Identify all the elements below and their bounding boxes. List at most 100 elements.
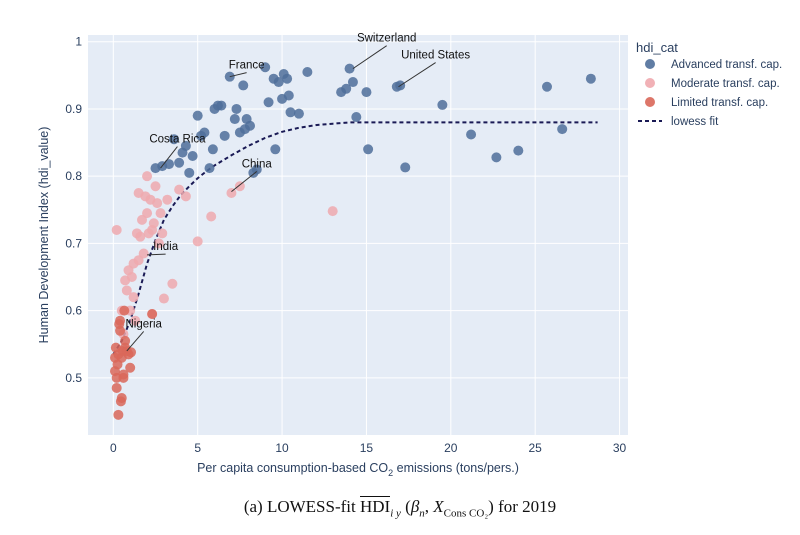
y-tick-label: 0.7	[65, 236, 82, 250]
chart: Switzerland United States France Costa Rica…	[37, 33, 782, 478]
annotation-label: Costa Rica	[149, 134, 206, 146]
point-limited	[147, 308, 158, 319]
x-tick-label: 25	[529, 441, 543, 455]
caption-beta-sub: n	[419, 507, 425, 520]
point-advanced	[400, 162, 411, 173]
annotation-label: India	[153, 241, 179, 253]
point-moderate	[162, 194, 173, 205]
annotation-label: Nigeria	[125, 318, 162, 330]
point-advanced	[341, 83, 352, 94]
annotation-arrow	[352, 45, 387, 70]
figure-caption: (a) LOWESS-fit ​HDIi y (βn, XCons CO₂) f…	[0, 496, 800, 520]
point-limited	[119, 305, 130, 316]
point-moderate	[142, 171, 153, 182]
legend-label: Advanced transf. cap.	[671, 59, 782, 71]
point-limited	[118, 369, 129, 380]
annotation-label: France	[229, 60, 265, 72]
point-advanced	[216, 100, 227, 111]
x-axis-ticks: 0 5 10 15 20 25 30	[110, 441, 627, 455]
annotation-arrow	[231, 171, 258, 193]
annotation-arrow	[147, 253, 166, 256]
y-axis-title: Human Development Index (hdi_value)	[37, 127, 51, 344]
annotation-arrow	[126, 331, 145, 352]
y-tick-label: 0.9	[65, 102, 82, 116]
caption-beta: β	[410, 497, 420, 516]
point-moderate	[148, 218, 159, 229]
point-limited	[113, 409, 124, 420]
point-advanced	[270, 144, 281, 155]
y-tick-label: 0.8	[65, 169, 82, 183]
point-moderate	[192, 236, 203, 247]
legend-title: hdi_cat	[636, 40, 678, 55]
point-advanced	[282, 73, 293, 84]
point-moderate	[121, 285, 132, 296]
point-limited	[120, 335, 131, 346]
point-moderate	[327, 206, 338, 217]
point-advanced	[184, 167, 195, 178]
point-moderate	[234, 181, 245, 192]
annotations: Switzerland United States France Costa Rica…	[125, 33, 470, 352]
point-moderate	[130, 315, 141, 326]
point-moderate	[126, 272, 137, 283]
point-advanced	[238, 80, 249, 91]
x-tick-label: 5	[194, 441, 201, 455]
legend-marker	[645, 97, 655, 107]
point-moderate	[167, 278, 178, 289]
caption-xvar: X	[433, 497, 444, 516]
point-advanced	[251, 164, 262, 175]
plot-background	[88, 35, 628, 435]
x-tick-label: 15	[360, 441, 374, 455]
point-limited	[114, 319, 125, 330]
point-limited	[116, 393, 127, 404]
lowess-fit-line	[112, 121, 598, 355]
x-tick-label: 0	[110, 441, 117, 455]
x-axis-title: Per capita consumption-based CO2 emissio…	[197, 461, 519, 478]
point-advanced	[283, 90, 294, 101]
y-tick-label: 0.6	[65, 304, 82, 318]
point-advanced	[273, 77, 284, 88]
point-advanced	[219, 130, 230, 141]
legend-label: lowess fit	[671, 116, 719, 128]
point-advanced	[361, 87, 372, 98]
point-advanced	[231, 103, 242, 114]
point-moderate	[158, 293, 169, 304]
point-moderate	[111, 224, 122, 235]
legend-label: Moderate transf. cap.	[671, 78, 780, 90]
annotation-arrow	[398, 62, 436, 88]
point-moderate	[180, 191, 191, 202]
caption-xvar-sub: Cons CO₂	[443, 507, 489, 520]
annotation-arrow	[160, 146, 178, 169]
point-advanced	[513, 145, 524, 156]
x-tick-label: 20	[444, 441, 458, 455]
point-advanced	[204, 163, 215, 174]
caption-open: (	[400, 497, 411, 516]
legend-label: Limited transf. cap.	[671, 97, 768, 109]
point-advanced	[187, 151, 198, 162]
point-advanced	[437, 99, 448, 110]
point-advanced	[263, 97, 274, 108]
point-moderate	[142, 208, 153, 219]
point-advanced	[557, 124, 568, 135]
point-moderate	[206, 211, 217, 222]
point-advanced	[199, 127, 210, 138]
point-limited	[111, 382, 122, 393]
annotation-label: United States	[401, 50, 470, 62]
point-advanced	[344, 63, 355, 74]
point-advanced	[180, 140, 191, 151]
point-moderate	[128, 292, 139, 303]
point-advanced	[207, 144, 218, 155]
lowess-path	[112, 121, 598, 355]
point-moderate	[226, 187, 237, 198]
point-advanced	[293, 108, 304, 119]
legend: hdi_cat Advanced transf. cap. Moderate tr…	[636, 40, 782, 128]
legend-marker	[645, 59, 655, 69]
point-moderate	[138, 248, 149, 259]
caption-prefix: (a) LOWESS-fit	[243, 497, 360, 516]
point-advanced	[491, 152, 502, 163]
point-advanced	[351, 112, 362, 123]
y-tick-label: 1	[75, 35, 82, 49]
point-advanced	[285, 107, 296, 118]
point-moderate	[153, 238, 164, 249]
point-advanced	[192, 110, 203, 121]
caption-sub-iy: i y	[390, 507, 401, 520]
